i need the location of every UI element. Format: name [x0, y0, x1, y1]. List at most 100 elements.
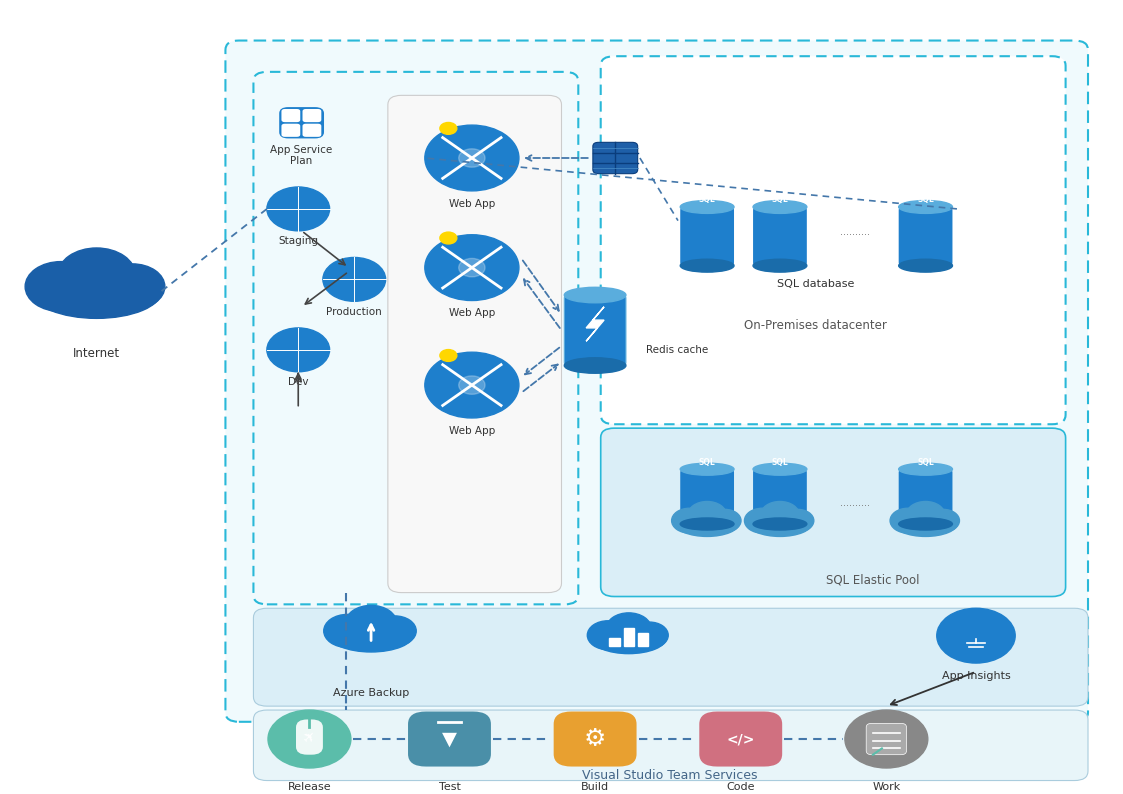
Ellipse shape: [893, 510, 958, 537]
Text: SQL: SQL: [699, 195, 715, 204]
Ellipse shape: [591, 622, 666, 653]
Ellipse shape: [898, 200, 952, 214]
Circle shape: [687, 502, 727, 529]
Ellipse shape: [681, 463, 734, 476]
FancyBboxPatch shape: [282, 109, 300, 122]
Circle shape: [782, 510, 814, 532]
Text: Internet: Internet: [73, 348, 120, 360]
FancyBboxPatch shape: [302, 124, 321, 137]
Circle shape: [631, 622, 668, 649]
FancyBboxPatch shape: [601, 56, 1066, 424]
Circle shape: [458, 258, 485, 277]
Ellipse shape: [681, 200, 734, 214]
FancyBboxPatch shape: [254, 72, 578, 604]
FancyBboxPatch shape: [601, 428, 1066, 596]
Text: SQL: SQL: [917, 195, 934, 204]
Circle shape: [25, 261, 97, 311]
Circle shape: [267, 328, 330, 372]
Circle shape: [587, 621, 629, 649]
Text: ..........: ..........: [840, 498, 870, 507]
Text: SQL: SQL: [772, 458, 788, 467]
Text: ..........: ..........: [840, 227, 870, 237]
FancyBboxPatch shape: [554, 711, 637, 766]
Circle shape: [268, 710, 350, 768]
Polygon shape: [586, 306, 604, 341]
Ellipse shape: [564, 287, 626, 303]
Ellipse shape: [754, 200, 806, 214]
Text: Production: Production: [327, 306, 382, 317]
Ellipse shape: [681, 259, 734, 272]
Text: Dev: Dev: [287, 377, 309, 387]
FancyBboxPatch shape: [754, 207, 806, 266]
FancyBboxPatch shape: [700, 711, 783, 766]
Circle shape: [323, 257, 385, 301]
Ellipse shape: [564, 358, 626, 373]
Bar: [638, 633, 648, 646]
Ellipse shape: [898, 463, 952, 476]
Text: Azure Backup: Azure Backup: [332, 688, 409, 698]
FancyBboxPatch shape: [280, 107, 325, 138]
Circle shape: [373, 616, 417, 646]
FancyBboxPatch shape: [302, 109, 321, 122]
FancyBboxPatch shape: [681, 469, 734, 524]
Text: SQL Elastic Pool: SQL Elastic Pool: [827, 573, 920, 586]
Circle shape: [745, 508, 780, 533]
Circle shape: [424, 353, 519, 418]
Circle shape: [709, 510, 741, 532]
Circle shape: [424, 235, 519, 300]
FancyBboxPatch shape: [408, 711, 491, 766]
Circle shape: [100, 264, 165, 310]
Circle shape: [458, 376, 485, 395]
Text: App Service: App Service: [271, 145, 332, 155]
Ellipse shape: [754, 463, 806, 476]
Ellipse shape: [31, 264, 162, 318]
Text: Test: Test: [439, 782, 460, 792]
FancyBboxPatch shape: [754, 469, 806, 524]
Text: SQL: SQL: [699, 458, 715, 467]
Text: </>: </>: [727, 732, 755, 746]
Circle shape: [345, 605, 396, 642]
Text: ✈: ✈: [300, 727, 319, 747]
Circle shape: [440, 122, 457, 134]
Circle shape: [672, 508, 707, 533]
Text: Code: Code: [727, 782, 755, 792]
Text: On-Premises datacenter: On-Premises datacenter: [745, 318, 887, 332]
Text: Web App: Web App: [449, 308, 495, 318]
Ellipse shape: [681, 518, 734, 530]
Text: Work: Work: [873, 782, 901, 792]
Bar: [623, 628, 633, 646]
Circle shape: [57, 248, 136, 303]
Text: Build: Build: [581, 782, 609, 792]
Ellipse shape: [898, 518, 952, 530]
FancyBboxPatch shape: [254, 608, 1088, 706]
Text: App Insights: App Insights: [941, 671, 1011, 681]
Text: SQL database: SQL database: [777, 279, 855, 289]
FancyBboxPatch shape: [254, 710, 1088, 781]
FancyBboxPatch shape: [681, 207, 734, 266]
Text: Visual Studio Team Services: Visual Studio Team Services: [583, 769, 758, 782]
FancyBboxPatch shape: [866, 723, 906, 754]
FancyBboxPatch shape: [898, 207, 952, 266]
Circle shape: [267, 187, 330, 231]
Text: Web App: Web App: [449, 198, 495, 209]
Ellipse shape: [675, 510, 739, 537]
Text: Release: Release: [287, 782, 331, 792]
Circle shape: [323, 615, 371, 647]
Ellipse shape: [328, 616, 414, 652]
FancyBboxPatch shape: [282, 124, 300, 137]
Ellipse shape: [754, 518, 806, 530]
Text: ⚙: ⚙: [584, 727, 606, 751]
FancyBboxPatch shape: [593, 142, 638, 174]
FancyBboxPatch shape: [564, 295, 626, 365]
FancyBboxPatch shape: [387, 95, 562, 592]
Circle shape: [891, 508, 925, 533]
Text: SQL: SQL: [772, 195, 788, 204]
Circle shape: [906, 502, 944, 529]
Circle shape: [606, 613, 651, 645]
Circle shape: [760, 502, 800, 529]
Circle shape: [937, 608, 1015, 663]
Circle shape: [928, 510, 959, 532]
FancyBboxPatch shape: [226, 40, 1088, 722]
Circle shape: [424, 125, 519, 191]
Circle shape: [844, 710, 928, 768]
